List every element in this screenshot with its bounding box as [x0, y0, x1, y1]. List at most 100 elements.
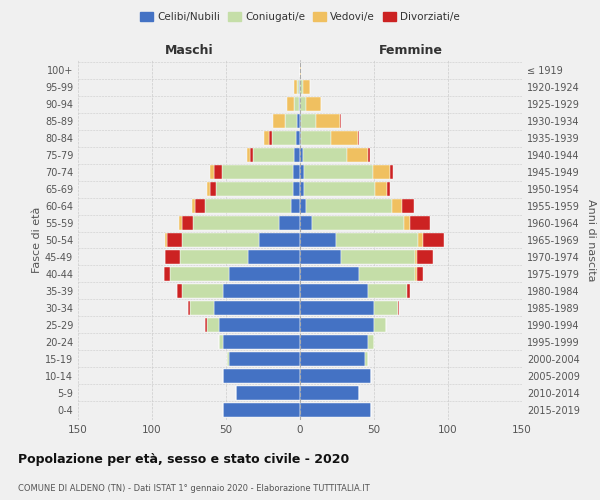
Bar: [359, 267, 415, 281]
Bar: [221, 165, 293, 179]
Bar: [279, 216, 300, 230]
Bar: [300, 114, 301, 128]
Bar: [229, 267, 300, 281]
Bar: [207, 318, 218, 332]
Bar: [417, 267, 423, 281]
Bar: [294, 80, 297, 94]
Bar: [340, 114, 341, 128]
Bar: [182, 233, 259, 247]
Bar: [215, 182, 293, 196]
Bar: [177, 284, 182, 298]
Bar: [167, 233, 182, 247]
Bar: [300, 250, 341, 264]
Bar: [341, 250, 415, 264]
Bar: [316, 114, 340, 128]
Legend: Celibi/Nubili, Coniugati/e, Vedovi/e, Divorziati/e: Celibi/Nubili, Coniugati/e, Vedovi/e, Di…: [136, 8, 464, 26]
Bar: [205, 318, 207, 332]
Bar: [166, 250, 180, 264]
Bar: [300, 148, 303, 162]
Bar: [299, 97, 300, 111]
Bar: [417, 250, 433, 264]
Bar: [388, 182, 390, 196]
Bar: [223, 335, 300, 349]
Bar: [374, 301, 398, 315]
Bar: [223, 284, 300, 298]
Bar: [207, 182, 210, 196]
Bar: [293, 165, 300, 179]
Bar: [418, 233, 423, 247]
Bar: [304, 165, 373, 179]
Bar: [218, 318, 300, 332]
Bar: [301, 114, 316, 128]
Text: Maschi: Maschi: [164, 44, 214, 58]
Bar: [214, 301, 300, 315]
Bar: [210, 165, 214, 179]
Bar: [374, 318, 386, 332]
Bar: [297, 114, 300, 128]
Bar: [166, 233, 167, 247]
Bar: [293, 182, 300, 196]
Bar: [300, 352, 365, 366]
Bar: [306, 97, 321, 111]
Bar: [236, 386, 300, 400]
Bar: [410, 216, 430, 230]
Bar: [402, 199, 414, 213]
Bar: [347, 148, 368, 162]
Bar: [227, 352, 229, 366]
Bar: [358, 131, 359, 145]
Bar: [300, 63, 301, 77]
Bar: [296, 131, 300, 145]
Bar: [182, 284, 223, 298]
Bar: [170, 267, 229, 281]
Bar: [259, 233, 300, 247]
Bar: [300, 335, 368, 349]
Bar: [223, 403, 300, 417]
Bar: [218, 335, 223, 349]
Bar: [300, 97, 306, 111]
Text: Femmine: Femmine: [379, 44, 443, 58]
Bar: [188, 301, 190, 315]
Bar: [331, 131, 358, 145]
Bar: [312, 216, 404, 230]
Bar: [306, 199, 392, 213]
Bar: [376, 182, 388, 196]
Bar: [229, 352, 300, 366]
Bar: [300, 182, 304, 196]
Text: COMUNE DI ALDENO (TN) - Dati ISTAT 1° gennaio 2020 - Elaborazione TUTTITALIA.IT: COMUNE DI ALDENO (TN) - Dati ISTAT 1° ge…: [18, 484, 370, 493]
Bar: [214, 165, 221, 179]
Bar: [407, 284, 410, 298]
Bar: [368, 335, 374, 349]
Bar: [294, 148, 300, 162]
Bar: [247, 148, 250, 162]
Text: Popolazione per età, sesso e stato civile - 2020: Popolazione per età, sesso e stato civil…: [18, 452, 349, 466]
Bar: [297, 80, 299, 94]
Bar: [335, 233, 418, 247]
Bar: [291, 199, 300, 213]
Bar: [300, 216, 312, 230]
Bar: [390, 165, 393, 179]
Bar: [300, 267, 359, 281]
Bar: [294, 97, 299, 111]
Bar: [248, 250, 300, 264]
Bar: [373, 165, 390, 179]
Bar: [365, 352, 368, 366]
Bar: [164, 267, 170, 281]
Bar: [300, 369, 371, 383]
Bar: [392, 199, 402, 213]
Bar: [423, 233, 443, 247]
Bar: [193, 216, 279, 230]
Bar: [265, 131, 269, 145]
Bar: [300, 386, 359, 400]
Bar: [300, 131, 301, 145]
Bar: [180, 250, 248, 264]
Y-axis label: Anni di nascita: Anni di nascita: [586, 198, 596, 281]
Bar: [303, 80, 310, 94]
Bar: [368, 284, 407, 298]
Bar: [300, 199, 306, 213]
Bar: [192, 199, 195, 213]
Bar: [300, 284, 368, 298]
Bar: [253, 148, 294, 162]
Bar: [195, 199, 205, 213]
Bar: [182, 216, 193, 230]
Bar: [205, 199, 291, 213]
